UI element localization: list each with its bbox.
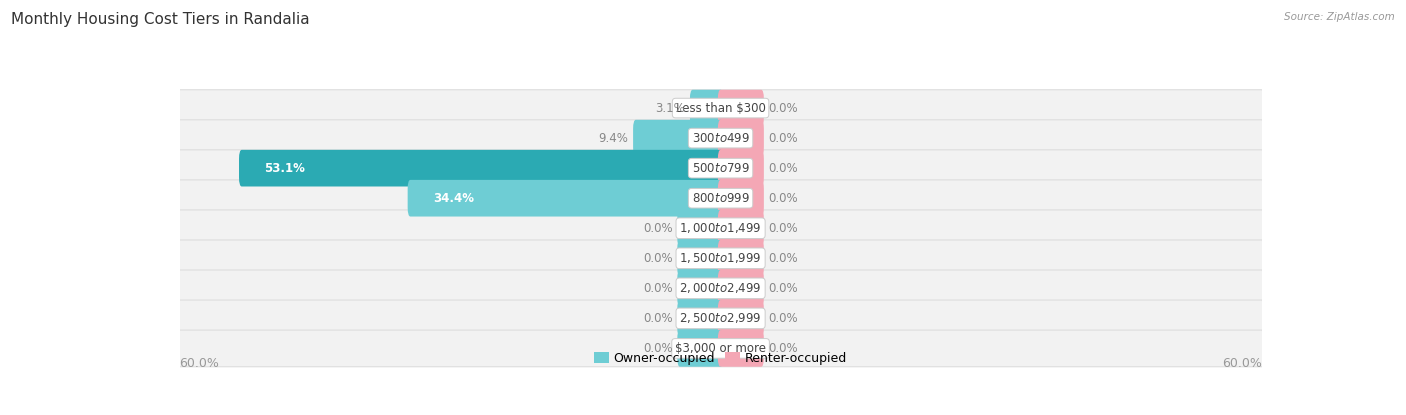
Text: 0.0%: 0.0%: [768, 252, 799, 265]
Text: 0.0%: 0.0%: [768, 162, 799, 175]
Text: 0.0%: 0.0%: [643, 282, 673, 295]
FancyBboxPatch shape: [179, 90, 1263, 127]
FancyBboxPatch shape: [678, 330, 723, 367]
Text: 0.0%: 0.0%: [768, 102, 799, 115]
Text: 0.0%: 0.0%: [643, 252, 673, 265]
Text: 60.0%: 60.0%: [180, 357, 219, 370]
Text: $500 to $799: $500 to $799: [692, 162, 749, 175]
FancyBboxPatch shape: [408, 180, 723, 217]
FancyBboxPatch shape: [718, 180, 763, 217]
Text: $2,500 to $2,999: $2,500 to $2,999: [679, 311, 762, 325]
Text: 0.0%: 0.0%: [768, 312, 799, 325]
FancyBboxPatch shape: [239, 150, 723, 186]
FancyBboxPatch shape: [718, 240, 763, 277]
Text: $1,000 to $1,499: $1,000 to $1,499: [679, 221, 762, 235]
FancyBboxPatch shape: [718, 150, 763, 186]
Text: Less than $300: Less than $300: [676, 102, 765, 115]
Text: 0.0%: 0.0%: [643, 222, 673, 235]
Text: Monthly Housing Cost Tiers in Randalia: Monthly Housing Cost Tiers in Randalia: [11, 12, 309, 27]
FancyBboxPatch shape: [678, 210, 723, 247]
Text: $800 to $999: $800 to $999: [692, 192, 749, 205]
Text: $300 to $499: $300 to $499: [692, 132, 749, 144]
FancyBboxPatch shape: [718, 300, 763, 337]
FancyBboxPatch shape: [179, 240, 1263, 277]
FancyBboxPatch shape: [633, 120, 723, 156]
Text: $2,000 to $2,499: $2,000 to $2,499: [679, 281, 762, 295]
Text: 0.0%: 0.0%: [643, 342, 673, 355]
Text: 0.0%: 0.0%: [768, 282, 799, 295]
Text: $3,000 or more: $3,000 or more: [675, 342, 766, 355]
FancyBboxPatch shape: [678, 240, 723, 277]
Text: 0.0%: 0.0%: [643, 312, 673, 325]
FancyBboxPatch shape: [678, 300, 723, 337]
FancyBboxPatch shape: [718, 270, 763, 307]
Text: 34.4%: 34.4%: [433, 192, 474, 205]
Text: 3.1%: 3.1%: [655, 102, 685, 115]
FancyBboxPatch shape: [678, 270, 723, 307]
Text: 0.0%: 0.0%: [768, 222, 799, 235]
Text: 9.4%: 9.4%: [599, 132, 628, 144]
Text: Source: ZipAtlas.com: Source: ZipAtlas.com: [1284, 12, 1395, 22]
Text: 60.0%: 60.0%: [1222, 357, 1261, 370]
FancyBboxPatch shape: [718, 90, 763, 127]
Text: $1,500 to $1,999: $1,500 to $1,999: [679, 251, 762, 265]
FancyBboxPatch shape: [718, 210, 763, 247]
FancyBboxPatch shape: [718, 330, 763, 367]
Text: 0.0%: 0.0%: [768, 342, 799, 355]
FancyBboxPatch shape: [179, 210, 1263, 247]
FancyBboxPatch shape: [179, 330, 1263, 367]
Legend: Owner-occupied, Renter-occupied: Owner-occupied, Renter-occupied: [593, 352, 848, 365]
FancyBboxPatch shape: [690, 90, 723, 127]
FancyBboxPatch shape: [179, 270, 1263, 307]
FancyBboxPatch shape: [179, 180, 1263, 217]
Text: 53.1%: 53.1%: [264, 162, 305, 175]
FancyBboxPatch shape: [179, 120, 1263, 156]
Text: 0.0%: 0.0%: [768, 132, 799, 144]
FancyBboxPatch shape: [179, 300, 1263, 337]
Text: 0.0%: 0.0%: [768, 192, 799, 205]
FancyBboxPatch shape: [179, 150, 1263, 186]
FancyBboxPatch shape: [718, 120, 763, 156]
